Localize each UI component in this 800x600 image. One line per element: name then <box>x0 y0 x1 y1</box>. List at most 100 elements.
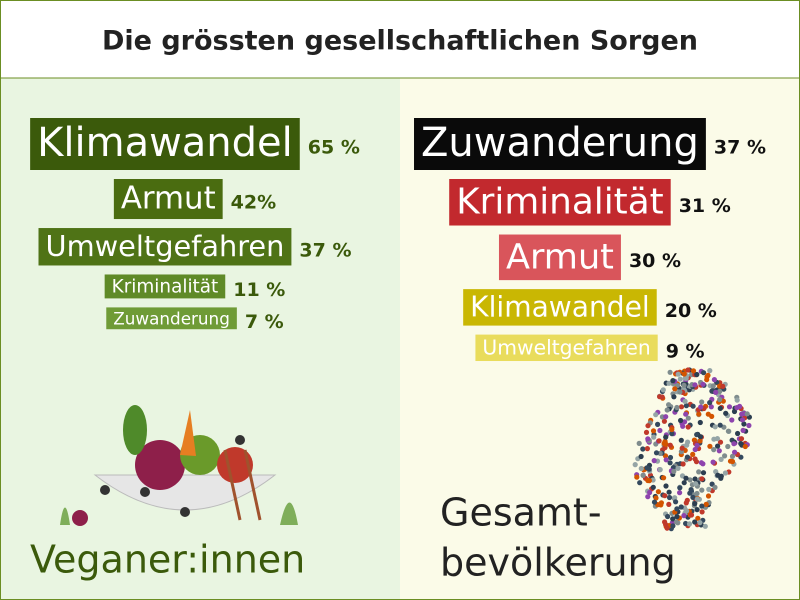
value-label: 37 % <box>714 137 766 159</box>
panel-title: Gesamt- <box>440 491 602 535</box>
veg-illustration <box>60 405 298 526</box>
crowd-dot <box>699 476 705 482</box>
crowd-dot <box>657 467 663 473</box>
word-bar <box>498 234 621 281</box>
crowd-dot <box>683 403 690 409</box>
crowd-dot <box>663 457 669 463</box>
crowd-dot <box>645 477 651 484</box>
crowd-dot <box>653 412 659 418</box>
crowd-dot <box>632 462 638 468</box>
crowd-dot <box>707 400 713 406</box>
crowd-dot <box>716 448 722 454</box>
value-label: 7 % <box>245 311 284 333</box>
crowd-dot <box>723 410 729 416</box>
crowd-dot <box>667 442 673 448</box>
crowd-dot <box>655 489 662 495</box>
panel-title: Veganer:innen <box>30 538 305 582</box>
crowd-dot <box>677 485 683 491</box>
crowd-dot <box>665 513 671 520</box>
value-label: 31 % <box>679 195 731 217</box>
crowd-dot <box>671 468 677 474</box>
crowd-dot <box>698 404 704 410</box>
crowd-dot <box>664 525 670 531</box>
crowd-dot <box>663 414 669 420</box>
crowd-dot <box>682 375 688 381</box>
crowd-dot <box>671 394 677 400</box>
crowd-dot <box>734 405 740 411</box>
crowd-dot <box>640 446 646 452</box>
crowd-dot <box>720 383 726 389</box>
crowd-dot <box>678 404 685 410</box>
crowd-dot <box>643 429 650 435</box>
crowd-dot <box>662 493 668 499</box>
crowd-dot <box>644 446 651 452</box>
bar-item: Umweltgefahren 37 % <box>38 228 352 266</box>
crowd-dot <box>741 421 747 427</box>
crowd-dot <box>667 369 673 375</box>
crowd-dot <box>640 472 646 478</box>
crowd-dot <box>674 519 680 525</box>
category-label: Klimawandel <box>37 120 293 166</box>
crowd-dot <box>673 499 679 505</box>
crowd-dot <box>661 440 667 446</box>
crowd-dot <box>683 500 689 506</box>
category-label: Klimawandel <box>470 290 650 323</box>
crowd-dot <box>677 389 683 395</box>
crowd-dot <box>638 465 644 472</box>
crowd-dot <box>684 454 691 460</box>
crowd-dot <box>699 487 705 493</box>
crowd-dot <box>653 450 660 456</box>
crowd-dot <box>657 394 663 400</box>
crowd-dot <box>694 507 700 513</box>
crowd-dot <box>651 499 658 505</box>
word-bar <box>38 228 292 266</box>
crowd-dot <box>666 494 673 501</box>
crowd-dot <box>692 382 698 388</box>
crowd-dot <box>715 443 721 449</box>
crowd-dot <box>685 415 691 421</box>
crowd-dot <box>674 506 680 512</box>
value-label: 65 % <box>308 137 360 159</box>
crowd-dot <box>732 449 738 455</box>
crowd-dot <box>685 367 691 373</box>
crowd-dot <box>694 371 700 378</box>
crowd-dot <box>746 422 752 429</box>
crowd-dot <box>675 371 681 377</box>
crowd-dot <box>696 411 702 417</box>
bar-item: Umweltgefahren 9 % <box>475 334 705 362</box>
crowd-dot <box>651 458 657 464</box>
crowd-dot <box>705 372 711 378</box>
crowd-dot <box>670 378 676 384</box>
crowd-map-illustration <box>632 367 753 532</box>
crowd-dot <box>722 453 728 459</box>
crowd-dot <box>692 476 698 482</box>
crowd-dot <box>742 443 748 450</box>
crowd-dot <box>667 454 674 461</box>
crowd-dot <box>684 442 690 448</box>
crowd-dot <box>692 519 698 525</box>
crowd-dot <box>660 387 666 393</box>
crowd-dot <box>666 501 672 507</box>
crowd-dot <box>725 443 731 450</box>
value-label: 9 % <box>666 340 705 362</box>
category-label: Zuwanderung <box>113 308 230 328</box>
crowd-dot <box>731 441 737 447</box>
crowd-dot <box>646 466 652 472</box>
crowd-dot <box>687 477 693 483</box>
crowd-dot <box>657 427 663 434</box>
crowd-dot <box>690 451 696 457</box>
crowd-dot <box>717 422 723 428</box>
crowd-dot <box>706 486 712 492</box>
crowd-dot <box>699 503 705 509</box>
crowd-dot <box>699 509 705 515</box>
crowd-dot <box>694 432 700 438</box>
crowd-dot <box>692 446 698 453</box>
crowd-dot <box>726 404 733 410</box>
crowd-dot <box>694 496 700 502</box>
crowd-dot <box>655 421 661 427</box>
crowd-dot <box>674 404 680 411</box>
crowd-dot <box>638 453 644 460</box>
word-bar <box>475 334 658 362</box>
page-title: Die grössten gesellschaftlichen Sorgen <box>102 26 698 57</box>
bar-item: Zuwanderung 37 % <box>414 118 766 170</box>
